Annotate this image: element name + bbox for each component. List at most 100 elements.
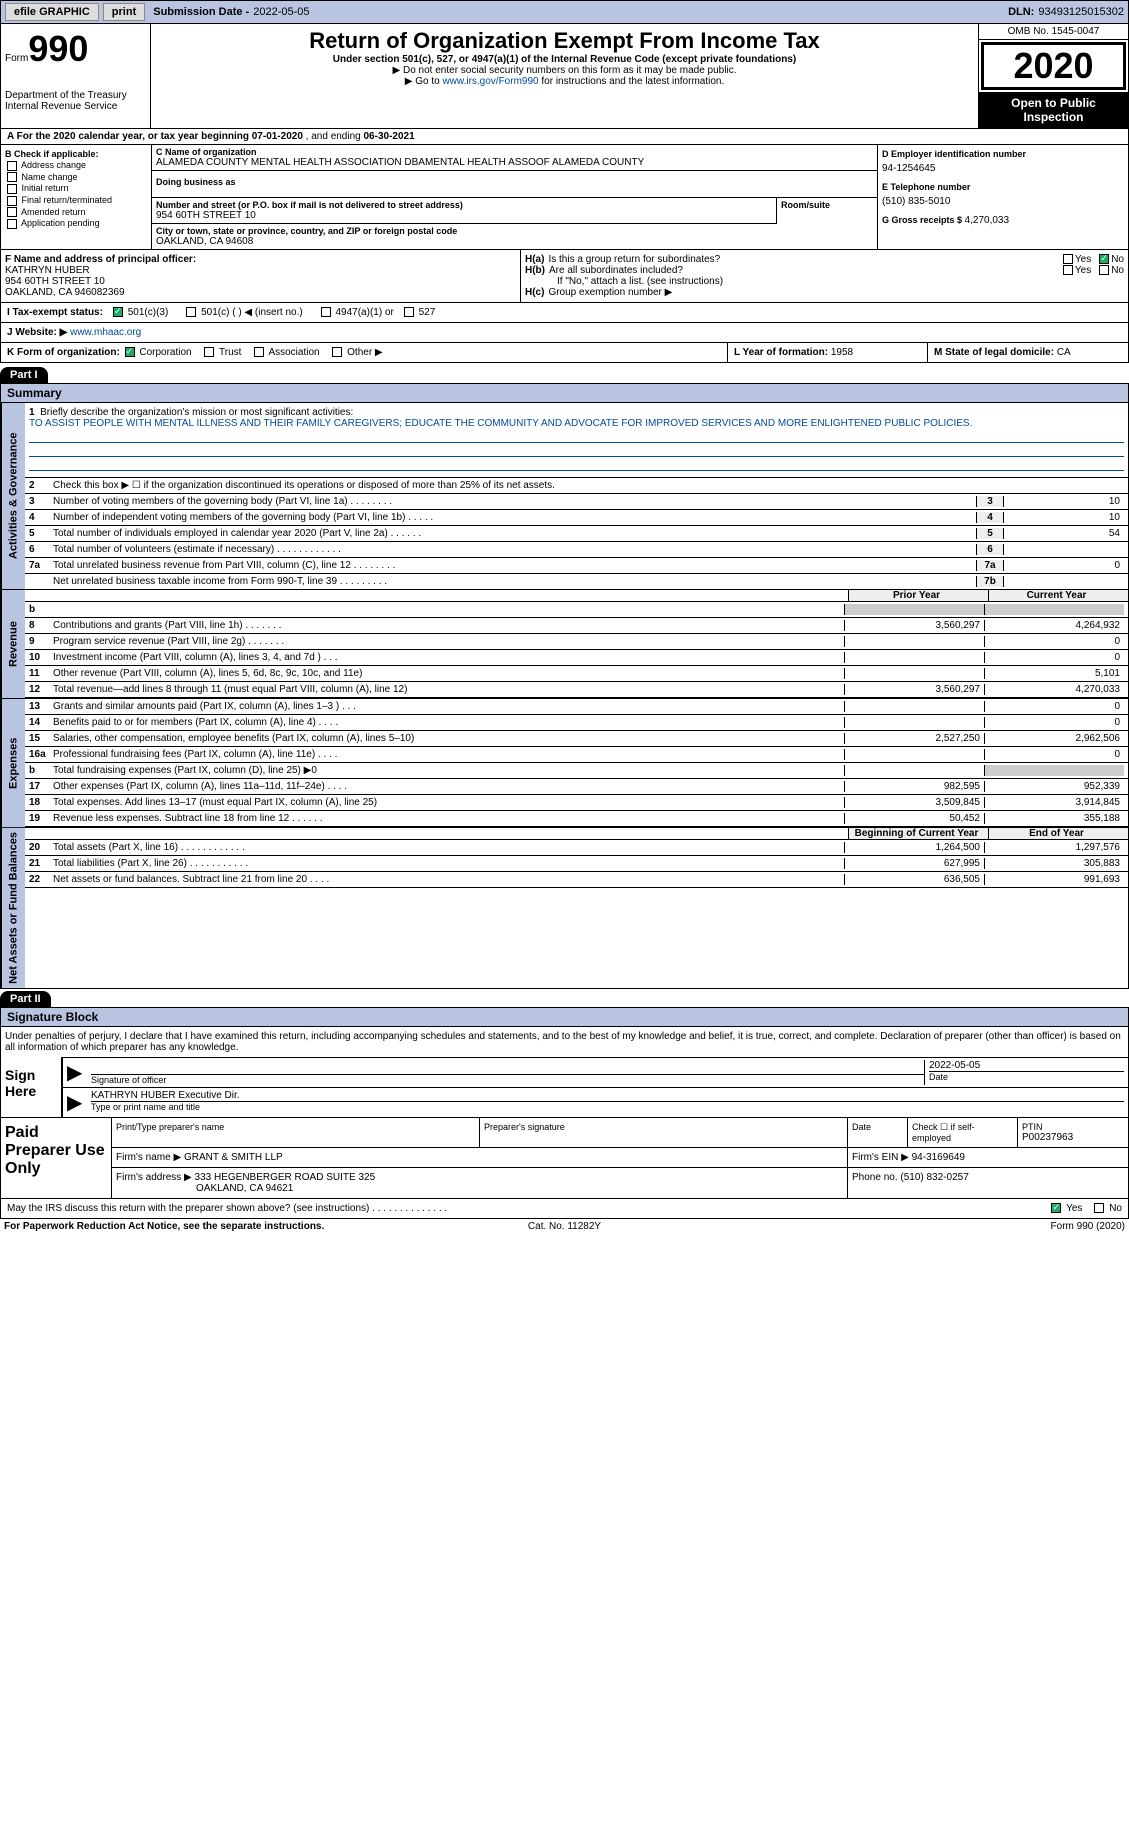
chk-other[interactable]: Other ▶ — [330, 347, 382, 358]
year-formation: 1958 — [831, 347, 853, 358]
chk-corp[interactable]: Corporation — [123, 347, 192, 358]
declaration-text: Under penalties of perjury, I declare th… — [1, 1027, 1128, 1057]
part1-netassets: Net Assets or Fund Balances Beginning of… — [0, 828, 1129, 989]
chk-527[interactable]: 527 — [402, 307, 435, 318]
chk-initial-return[interactable]: Initial return — [5, 183, 147, 194]
vtab-expenses: Expenses — [1, 699, 25, 827]
table-row: b — [25, 602, 1128, 618]
table-row: 7aTotal unrelated business revenue from … — [25, 558, 1128, 574]
dba-label: Doing business as — [156, 177, 873, 187]
part1-expenses: Expenses 13Grants and similar amounts pa… — [0, 699, 1129, 828]
arrow-icon: ▶ — [67, 1090, 91, 1115]
table-row: 12Total revenue—add lines 8 through 11 (… — [25, 682, 1128, 698]
row-j-website: J Website: ▶ www.mhaac.org — [0, 323, 1129, 343]
table-row: 18Total expenses. Add lines 13–17 (must … — [25, 795, 1128, 811]
chk-address-change[interactable]: Address change — [5, 160, 147, 171]
hb-yes[interactable]: Yes — [1061, 265, 1091, 276]
page-footer: For Paperwork Reduction Act Notice, see … — [0, 1219, 1129, 1234]
state-domicile: CA — [1057, 347, 1071, 358]
discuss-yes[interactable]: Yes — [1049, 1203, 1082, 1214]
part2-header: Part II — [0, 991, 51, 1007]
chk-final-return[interactable]: Final return/terminated — [5, 195, 147, 206]
chk-501c[interactable]: 501(c) ( ) ◀ (insert no.) — [184, 307, 302, 318]
table-row: 6Total number of volunteers (estimate if… — [25, 542, 1128, 558]
sig-date: 2022-05-05 — [929, 1060, 1124, 1071]
table-row: Net unrelated business taxable income fr… — [25, 574, 1128, 589]
table-row: 21Total liabilities (Part X, line 26) . … — [25, 856, 1128, 872]
form-word: Form — [5, 53, 28, 64]
org-name: ALAMEDA COUNTY MENTAL HEALTH ASSOCIATION… — [156, 157, 873, 168]
col-current: Current Year — [988, 590, 1128, 601]
row-k-l-m: K Form of organization: Corporation Trus… — [0, 343, 1129, 363]
chk-assoc[interactable]: Association — [252, 347, 319, 358]
col-prior: Prior Year — [848, 590, 988, 601]
phone-value: (510) 835-5010 — [882, 196, 1124, 207]
vtab-netassets: Net Assets or Fund Balances — [1, 828, 25, 988]
sign-here-label: Sign Here — [1, 1057, 61, 1117]
note-goto: ▶ Go to www.irs.gov/Form990 for instruct… — [155, 76, 974, 87]
section-b-c-d: B Check if applicable: Address change Na… — [0, 145, 1129, 250]
chk-4947[interactable]: 4947(a)(1) or — [319, 307, 394, 318]
note-ssn: ▶ Do not enter social security numbers o… — [155, 65, 974, 76]
table-row: 5Total number of individuals employed in… — [25, 526, 1128, 542]
section-f-h: F Name and address of principal officer:… — [0, 250, 1129, 303]
form-header: Form 990 Department of the Treasury Inte… — [0, 24, 1129, 129]
foot-right: Form 990 (2020) — [751, 1221, 1125, 1232]
department-label: Department of the Treasury Internal Reve… — [5, 90, 146, 112]
city-label: City or town, state or province, country… — [156, 226, 873, 236]
table-row: 14Benefits paid to or for members (Part … — [25, 715, 1128, 731]
table-row: 20Total assets (Part X, line 16) . . . .… — [25, 840, 1128, 856]
addr-label: Number and street (or P.O. box if mail i… — [156, 200, 772, 210]
mission-text: TO ASSIST PEOPLE WITH MENTAL ILLNESS AND… — [29, 418, 1124, 429]
paid-preparer-label: Paid Preparer Use Only — [1, 1118, 111, 1198]
discuss-row: May the IRS discuss this return with the… — [0, 1199, 1129, 1219]
part1-title: Summary — [0, 383, 1129, 403]
b-header: B Check if applicable: — [5, 149, 147, 159]
officer-addr1: 954 60TH STREET 10 — [5, 276, 516, 287]
ha-yes[interactable]: Yes — [1061, 254, 1091, 265]
dln-value: 93493125015302 — [1038, 6, 1124, 18]
chk-application-pending[interactable]: Application pending — [5, 218, 147, 229]
omb-number: OMB No. 1545-0047 — [979, 24, 1128, 40]
foot-left: For Paperwork Reduction Act Notice, see … — [4, 1221, 378, 1232]
type-name-label: Type or print name and title — [91, 1101, 1124, 1112]
ha-text: Is this a group return for subordinates? — [548, 254, 1054, 265]
sig-officer-label: Signature of officer — [91, 1074, 924, 1085]
firm-addr2: OAKLAND, CA 94621 — [116, 1183, 843, 1194]
chk-501c3[interactable]: 501(c)(3) — [111, 307, 168, 318]
ptin: P00237963 — [1022, 1132, 1124, 1143]
firm-phone: (510) 832-0257 — [900, 1172, 968, 1183]
officer-addr2: OAKLAND, CA 946082369 — [5, 287, 516, 298]
table-row: 13Grants and similar amounts paid (Part … — [25, 699, 1128, 715]
table-row: 4Number of independent voting members of… — [25, 510, 1128, 526]
ha-no[interactable]: No — [1097, 254, 1124, 265]
hb-label: H(b) — [525, 265, 545, 276]
chk-amended-return[interactable]: Amended return — [5, 207, 147, 218]
ein-value: 94-1254645 — [882, 163, 1124, 174]
table-row: bTotal fundraising expenses (Part IX, co… — [25, 763, 1128, 779]
foot-mid: Cat. No. 11282Y — [378, 1221, 752, 1232]
part1-revenue: Revenue Prior Year Current Year b8Contri… — [0, 590, 1129, 699]
website-link[interactable]: www.mhaac.org — [70, 327, 141, 338]
q2-text: Check this box ▶ ☐ if the organization d… — [53, 480, 1124, 491]
col-begin: Beginning of Current Year — [848, 828, 988, 839]
hb-no[interactable]: No — [1097, 265, 1124, 276]
chk-name-change[interactable]: Name change — [5, 172, 147, 183]
print-button[interactable]: print — [103, 3, 145, 21]
g-gross-label: G Gross receipts $ — [882, 215, 965, 225]
hc-label: H(c) — [525, 287, 544, 298]
col-end: End of Year — [988, 828, 1128, 839]
submission-date: 2022-05-05 — [253, 6, 309, 18]
hb-note: If "No," attach a list. (see instruction… — [525, 276, 1124, 287]
part1-header: Part I — [0, 367, 48, 383]
f-label: F Name and address of principal officer: — [5, 254, 516, 265]
chk-trust[interactable]: Trust — [202, 347, 241, 358]
discuss-no[interactable]: No — [1092, 1203, 1122, 1214]
dln-label: DLN: — [1008, 6, 1034, 18]
city-state-zip: OAKLAND, CA 94608 — [156, 236, 873, 247]
table-row: 19Revenue less expenses. Subtract line 1… — [25, 811, 1128, 827]
firm-ein: 94-3169649 — [912, 1152, 965, 1163]
irs-link[interactable]: www.irs.gov/Form990 — [442, 76, 538, 87]
street-address: 954 60TH STREET 10 — [156, 210, 772, 221]
form-title: Return of Organization Exempt From Incom… — [155, 28, 974, 54]
